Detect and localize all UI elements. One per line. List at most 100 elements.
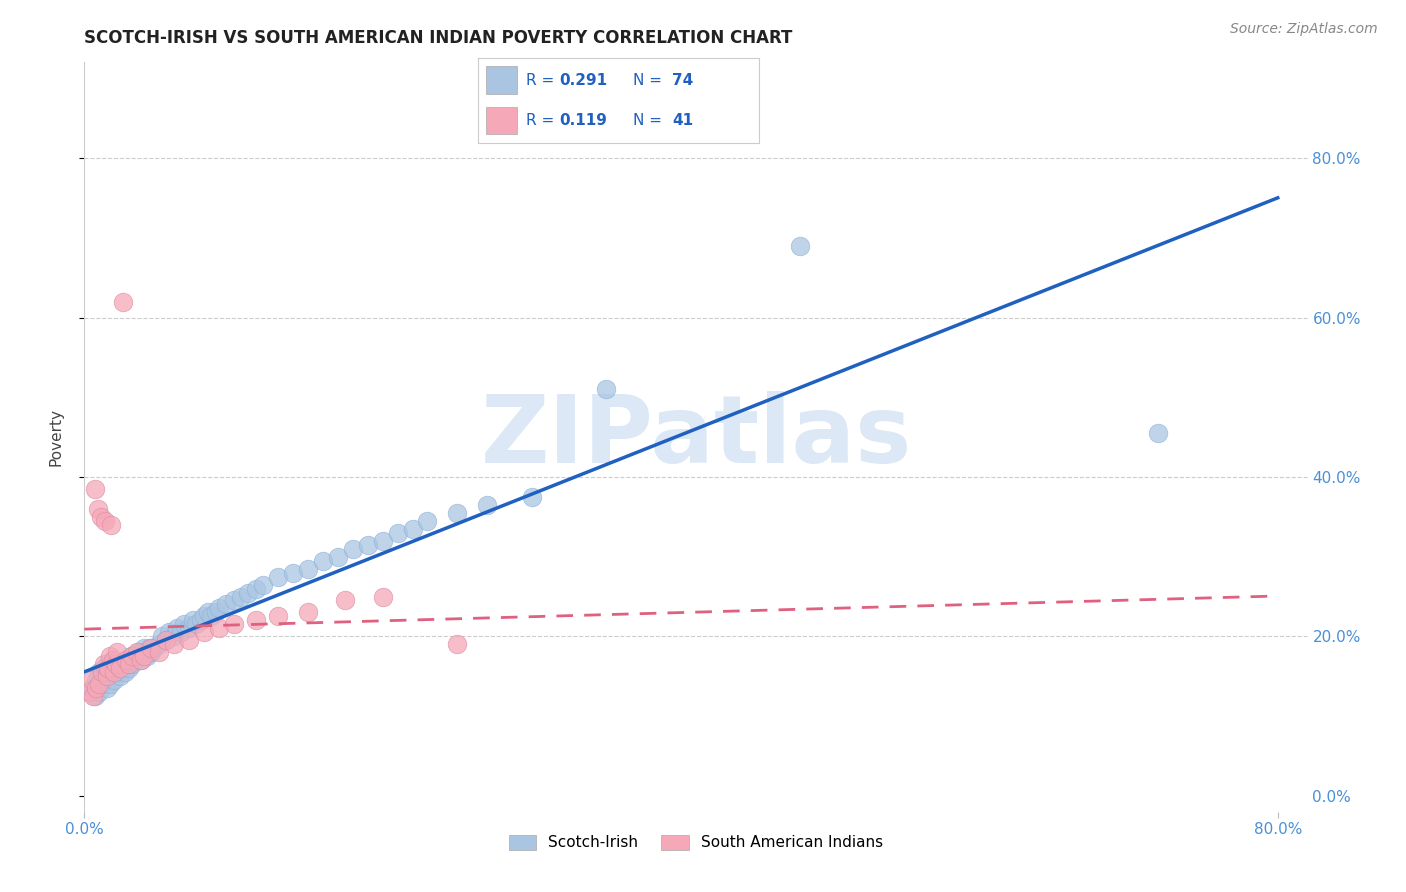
Point [520, 490, 543, 504]
Point [125, 649, 148, 664]
Point [98, 649, 121, 664]
Point [112, 661, 135, 675]
Point [335, 593, 357, 607]
Point [132, 641, 155, 656]
Point [107, 657, 129, 672]
Point [200, 609, 222, 624]
Point [222, 617, 245, 632]
Text: N =: N = [633, 113, 666, 128]
Point [155, 633, 177, 648]
Point [96, 681, 118, 695]
Point [173, 617, 195, 632]
Point [118, 661, 141, 675]
Point [475, 498, 498, 512]
Point [207, 621, 229, 635]
Text: ZIPatlas: ZIPatlas [481, 391, 911, 483]
Point [148, 637, 170, 651]
Legend: Scotch-Irish, South American Indians: Scotch-Irish, South American Indians [502, 829, 890, 856]
Point [82, 689, 104, 703]
Bar [486, 67, 517, 94]
Point [91, 677, 114, 691]
Point [148, 645, 170, 659]
Point [89, 685, 111, 699]
Point [157, 625, 180, 640]
Point [186, 617, 208, 632]
Point [446, 637, 468, 651]
Point [267, 569, 290, 583]
Point [121, 657, 143, 672]
Point [416, 514, 439, 528]
Point [105, 645, 128, 659]
Point [387, 525, 409, 540]
Point [100, 665, 122, 680]
Point [103, 673, 125, 688]
Point [267, 609, 290, 624]
Point [89, 665, 111, 680]
Point [93, 657, 115, 672]
Point [371, 533, 394, 548]
Point [143, 641, 166, 656]
Text: Source: ZipAtlas.com: Source: ZipAtlas.com [1230, 22, 1378, 37]
Point [193, 609, 215, 624]
Point [129, 653, 152, 667]
Text: R =: R = [526, 113, 560, 128]
Point [90, 509, 112, 524]
Point [104, 657, 127, 672]
Point [222, 593, 245, 607]
Text: 0.119: 0.119 [560, 113, 607, 128]
Point [141, 641, 163, 656]
Point [138, 641, 160, 656]
Point [97, 657, 120, 672]
Point [245, 614, 267, 628]
Point [118, 657, 141, 672]
Point [446, 506, 468, 520]
Point [238, 585, 260, 599]
Point [245, 582, 267, 596]
Point [197, 606, 219, 620]
Point [97, 661, 120, 675]
Point [401, 522, 423, 536]
Point [83, 482, 105, 496]
Point [84, 681, 107, 695]
Text: R =: R = [526, 72, 560, 87]
Point [83, 689, 105, 703]
Point [297, 561, 319, 575]
Point [177, 621, 200, 635]
Point [101, 653, 124, 667]
Bar [486, 107, 517, 134]
Point [1147, 426, 1170, 441]
Point [77, 685, 100, 699]
Point [215, 598, 238, 612]
Point [80, 681, 103, 695]
Point [229, 590, 252, 604]
Text: 41: 41 [672, 113, 693, 128]
Point [163, 629, 186, 643]
Point [129, 653, 152, 667]
Point [112, 294, 135, 309]
Point [101, 653, 124, 667]
Y-axis label: Poverty: Poverty [49, 408, 63, 467]
Point [193, 625, 215, 640]
Point [100, 517, 122, 532]
Point [789, 239, 811, 253]
Point [132, 649, 155, 664]
Point [136, 649, 159, 664]
Point [326, 549, 349, 564]
Point [204, 606, 226, 620]
Point [127, 645, 149, 659]
Point [105, 665, 128, 680]
Point [115, 653, 138, 667]
Text: N =: N = [633, 72, 666, 87]
Point [121, 649, 143, 664]
Point [141, 645, 163, 659]
Point [125, 645, 148, 659]
Point [91, 665, 114, 680]
Point [98, 677, 121, 691]
Point [312, 554, 335, 568]
Point [371, 590, 394, 604]
Point [111, 657, 134, 672]
Point [84, 673, 107, 688]
Point [170, 625, 193, 640]
Text: 74: 74 [672, 72, 693, 87]
Point [104, 661, 127, 675]
